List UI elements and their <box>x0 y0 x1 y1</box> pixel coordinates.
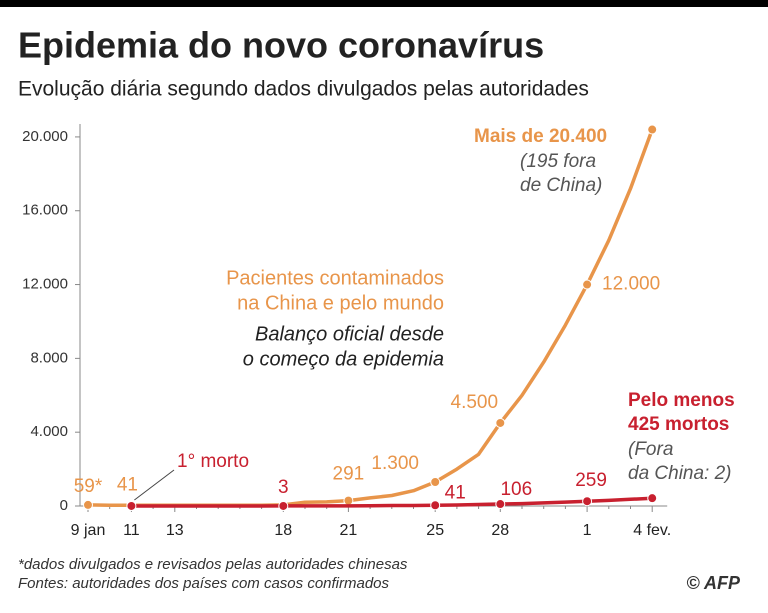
x-tick-label: 4 fev. <box>633 522 671 539</box>
value-label: 259 <box>575 470 607 491</box>
y-tick-label: 0 <box>60 497 68 514</box>
x-tick-label: 1 <box>583 522 592 539</box>
x-tick-label: 13 <box>166 522 184 539</box>
legend-label: na China e pelo mundo <box>237 292 444 314</box>
series-line <box>131 496 653 508</box>
x-tick-label: 11 <box>123 522 140 539</box>
credit: © AFP <box>686 573 741 593</box>
value-label: 41 <box>445 482 466 503</box>
x-tick-label: 25 <box>426 522 444 539</box>
legend-label: 425 mortos <box>628 414 729 435</box>
value-label: 291 <box>333 464 365 485</box>
y-tick-label: 16.000 <box>22 202 68 219</box>
annotation: (195 fora <box>520 151 596 172</box>
x-tick-label: 9 jan <box>71 522 106 539</box>
data-point <box>83 499 93 510</box>
data-point <box>430 500 441 511</box>
value-label: 12.000 <box>602 274 660 295</box>
value-label: 41 <box>117 474 138 495</box>
annotation-leader <box>134 469 175 501</box>
chart-title: Epidemia do novo coronavírus <box>18 25 544 66</box>
legend-label: Pacientes contaminados <box>226 267 444 289</box>
x-tick-label: 28 <box>491 522 509 539</box>
data-point <box>647 124 658 135</box>
annotation: Mais de 20.400 <box>474 126 607 147</box>
legend-label: Pelo menos <box>628 390 735 411</box>
y-tick-label: 12.000 <box>22 276 68 293</box>
chart-subtitle: Evolução diária segundo dados divulgados… <box>18 78 589 101</box>
value-label: 4.500 <box>451 392 499 413</box>
data-point <box>495 499 506 510</box>
annotation: Balanço oficial desde <box>255 323 444 345</box>
value-label: 3 <box>278 477 289 498</box>
data-point <box>126 500 137 511</box>
x-tick-label: 21 <box>340 522 358 539</box>
y-tick-label: 4.000 <box>30 423 68 440</box>
data-point <box>278 500 289 511</box>
data-point <box>582 279 593 290</box>
data-point <box>582 496 593 507</box>
footnote: Fontes: autoridades dos países com casos… <box>18 575 390 592</box>
y-tick-label: 8.000 <box>30 349 68 366</box>
data-point <box>343 495 354 506</box>
footnote: *dados divulgados e revisados pelas auto… <box>18 556 408 573</box>
value-label: 1.300 <box>371 453 419 474</box>
data-point <box>495 417 506 428</box>
y-tick-label: 20.000 <box>22 128 68 145</box>
data-point <box>647 493 658 504</box>
annotation: o começo da epidemia <box>243 348 444 370</box>
value-label: 59* <box>74 476 103 497</box>
annotation: (Fora <box>628 439 673 460</box>
annotation: de China) <box>520 175 602 196</box>
top-bar <box>0 0 768 7</box>
x-tick-label: 18 <box>274 522 292 539</box>
annotation: da China: 2) <box>628 463 732 484</box>
annotation: 1° morto <box>177 451 249 472</box>
data-point <box>430 477 441 488</box>
value-label: 106 <box>500 479 532 500</box>
